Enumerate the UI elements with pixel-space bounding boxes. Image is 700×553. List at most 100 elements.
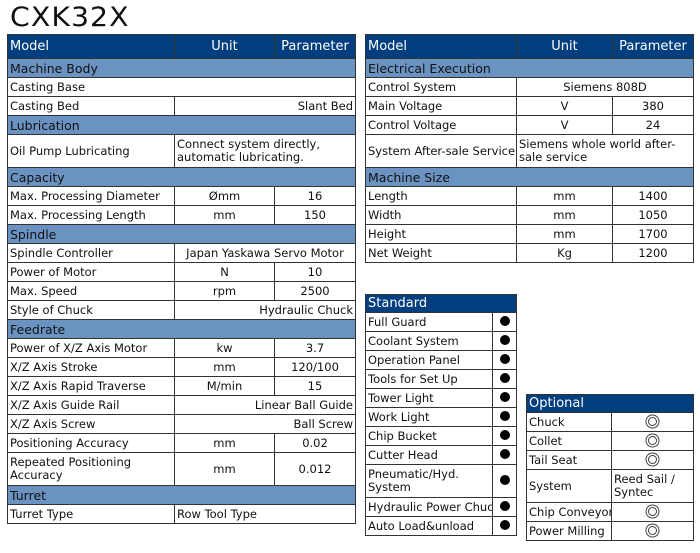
mark-cell — [492, 388, 517, 408]
item-label: Operation Panel — [365, 350, 493, 370]
double-circle-icon — [648, 525, 657, 535]
table-row: Tower Light — [365, 388, 517, 408]
table-row: Collet — [526, 431, 694, 451]
row-value: Slant Bed — [174, 96, 356, 116]
mark-cell — [492, 497, 517, 517]
section-header: Capacity — [7, 167, 356, 187]
section-header: Spindle — [7, 224, 356, 244]
table-row: Power Milling — [526, 521, 694, 541]
item-label: Tower Light — [365, 388, 493, 408]
row-label: Max. Processing Length — [7, 205, 175, 225]
row-value: 0.012 — [274, 452, 356, 486]
table-row: Max. Speed rpm 2500 — [7, 281, 356, 301]
row-label: Width — [365, 205, 517, 225]
row-label: Oil Pump Lubricating — [7, 134, 175, 168]
table-row: Chip Conveyor — [526, 502, 694, 522]
table-row: Chuck — [526, 412, 694, 432]
row-label: Power of X/Z Axis Motor — [7, 338, 175, 358]
section-header: Machine Body — [7, 58, 356, 78]
mark-cell — [492, 369, 517, 389]
table-row: Coolant System — [365, 331, 517, 351]
table-row: X/Z Axis Stroke mm 120/100 — [7, 357, 356, 377]
mark-cell — [611, 521, 694, 541]
filled-circle-icon — [499, 429, 510, 440]
table-row: Spindle Controller Japan Yaskawa Servo Mo… — [7, 243, 356, 263]
filled-circle-icon — [499, 448, 510, 459]
header-parameter: Parameter — [274, 34, 356, 59]
table-row: Tail Seat — [526, 450, 694, 470]
table-row: Model Unit Parameter — [365, 34, 694, 59]
row-unit: N — [174, 262, 275, 282]
filled-circle-icon — [499, 353, 510, 364]
mark-cell — [492, 445, 517, 465]
double-circle-icon — [648, 506, 657, 516]
row-label: Max. Speed — [7, 281, 175, 301]
row-value: Hydraulic Chuck — [174, 300, 356, 320]
mark-cell — [611, 502, 694, 522]
item-label: Pneumatic/Hyd. System — [365, 464, 493, 498]
filled-circle-icon — [499, 474, 510, 485]
row-label: X/Z Axis Screw — [7, 414, 175, 434]
table-row: X/Z Axis Guide Rail Linear Ball Guide — [7, 395, 356, 415]
row-unit: V — [516, 115, 613, 135]
table-row: Main Voltage V 380 — [365, 96, 694, 116]
table-row: Max. Processing Diameter Ømm 16 — [7, 186, 356, 206]
mark-cell — [492, 312, 517, 332]
double-circle-icon — [648, 435, 657, 445]
row-label: Style of Chuck — [7, 300, 175, 320]
mark-cell — [611, 431, 694, 451]
row-label: Length — [365, 186, 517, 206]
table-row: Width mm 1050 — [365, 205, 694, 225]
item-label: Hydraulic Power Chuck — [365, 497, 493, 517]
table-row: Machine Size — [365, 167, 694, 187]
row-value: Ball Screw — [174, 414, 356, 434]
standard-title: Standard — [365, 294, 517, 313]
table-row: Repeated Positioning Accuracy mm 0.012 — [7, 452, 356, 486]
table-row: Hydraulic Power Chuck — [365, 497, 517, 517]
table-row: Capacity — [7, 167, 356, 187]
row-value: 16 — [274, 186, 356, 206]
table-row: Turret Type Row Tool Type — [7, 504, 356, 524]
mark-cell — [492, 350, 517, 370]
row-label: Control System — [365, 77, 517, 97]
table-row: Control System Siemens 808D — [365, 77, 694, 97]
optional-table: Optional Chuck Collet Tail Seat System Reed S… — [526, 394, 694, 541]
item-label: Cutter Head — [365, 445, 493, 465]
row-value: 1200 — [612, 243, 694, 263]
row-unit: V — [516, 96, 613, 116]
item-label: Collet — [526, 431, 612, 451]
mark-cell — [492, 426, 517, 446]
row-label: Max. Processing Diameter — [7, 186, 175, 206]
table-row: Feedrate — [7, 319, 356, 339]
table-row: Casting Bed Slant Bed — [7, 96, 356, 116]
row-unit: mm — [516, 224, 613, 244]
table-row: System Reed Sail / Syntec — [526, 469, 694, 503]
row-unit: Ømm — [174, 186, 275, 206]
table-row: Spindle — [7, 224, 356, 244]
row-unit: mm — [174, 357, 275, 377]
item-label: Tail Seat — [526, 450, 612, 470]
row-value: 1400 — [612, 186, 694, 206]
table-row: Length mm 1400 — [365, 186, 694, 206]
row-unit: mm — [174, 433, 275, 453]
page-title: CXK32X — [10, 2, 130, 33]
item-label: Tools for Set Up — [365, 369, 493, 389]
row-label: Control Voltage — [365, 115, 517, 135]
row-value: 3.7 — [274, 338, 356, 358]
row-unit: mm — [516, 186, 613, 206]
mark-cell — [492, 331, 517, 351]
table-row: Power of X/Z Axis Motor kw 3.7 — [7, 338, 356, 358]
table-row: Style of Chuck Hydraulic Chuck — [7, 300, 356, 320]
item-label: Auto Load&unload — [365, 516, 493, 536]
row-unit: mm — [174, 205, 275, 225]
table-row: Oil Pump Lubricating Connect system direc… — [7, 134, 356, 168]
row-value: 380 — [612, 96, 694, 116]
item-value: Reed Sail / Syntec — [611, 469, 694, 503]
table-row: Full Guard — [365, 312, 517, 332]
header-model: Model — [7, 34, 175, 59]
double-circle-icon — [648, 454, 657, 464]
table-row: Net Weight Kg 1200 — [365, 243, 694, 263]
row-label: Positioning Accuracy — [7, 433, 175, 453]
item-label: Full Guard — [365, 312, 493, 332]
row-unit: M/min — [174, 376, 275, 396]
